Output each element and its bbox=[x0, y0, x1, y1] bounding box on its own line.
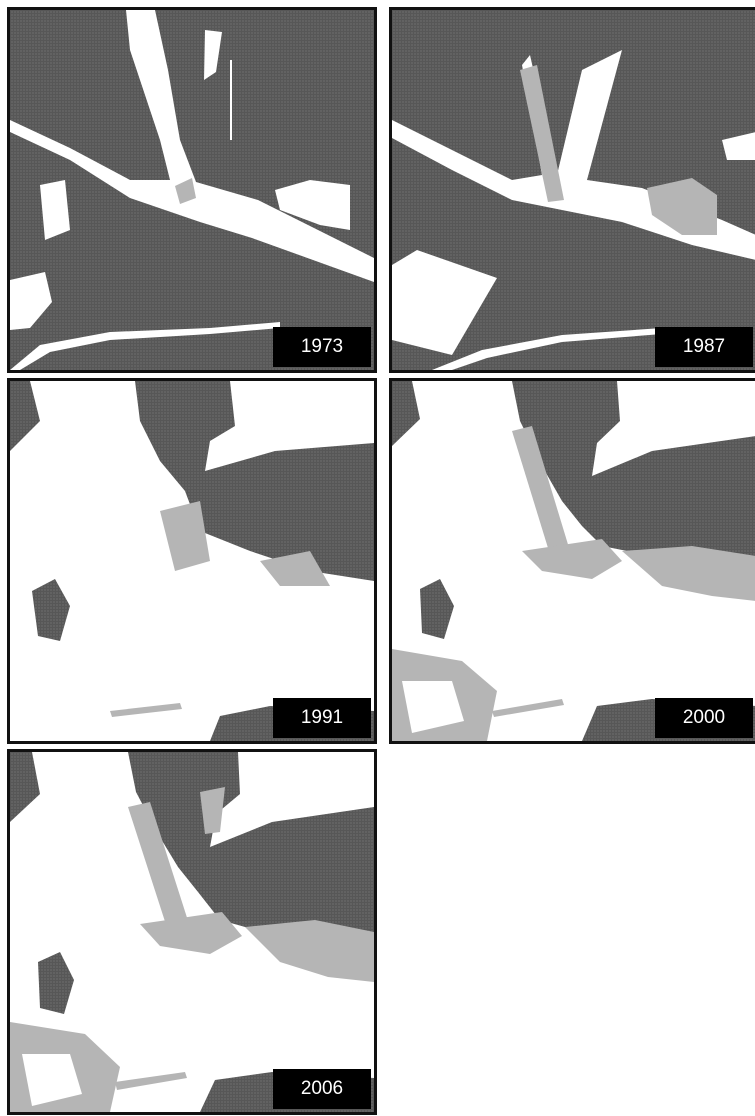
transition-zone bbox=[128, 802, 190, 937]
year-label: 1987 bbox=[655, 327, 753, 367]
transition-zone bbox=[647, 178, 717, 235]
transition-zone bbox=[200, 787, 225, 834]
transition-zone bbox=[140, 912, 242, 954]
river-channel bbox=[10, 10, 374, 282]
water-body bbox=[22, 1054, 82, 1106]
water-body bbox=[402, 681, 464, 733]
water-body bbox=[275, 180, 350, 230]
map-panel-2000: 2000 bbox=[389, 378, 755, 744]
transition-zone bbox=[492, 699, 564, 717]
transition-zone bbox=[260, 551, 330, 586]
year-label: 1973 bbox=[273, 327, 371, 367]
map-panel-2006: 2006 bbox=[7, 749, 377, 1115]
land-area bbox=[38, 952, 74, 1014]
map-1991 bbox=[10, 381, 374, 741]
map-2006 bbox=[10, 752, 374, 1112]
land-area bbox=[32, 579, 70, 641]
transition-zone bbox=[115, 1072, 187, 1090]
land-area bbox=[512, 381, 755, 571]
land-area bbox=[10, 381, 40, 451]
transition-zone bbox=[110, 703, 182, 717]
land-area bbox=[10, 752, 40, 822]
transition-zone bbox=[512, 426, 570, 561]
transition-zone bbox=[160, 501, 210, 571]
transition-zone bbox=[522, 539, 622, 579]
land-area bbox=[420, 579, 454, 639]
water-inlet bbox=[204, 30, 222, 80]
year-label: 1991 bbox=[273, 698, 371, 738]
water-line bbox=[230, 60, 232, 140]
land-area bbox=[128, 752, 374, 952]
map-panel-1973: 1973 bbox=[7, 7, 377, 373]
land-area bbox=[135, 381, 374, 581]
year-label: 2006 bbox=[273, 1069, 371, 1109]
land-area bbox=[392, 381, 420, 446]
river-channel bbox=[10, 322, 280, 370]
water-body bbox=[722, 132, 755, 160]
transition-zone bbox=[622, 546, 755, 601]
transition-zone bbox=[175, 178, 196, 204]
map-panel-1991: 1991 bbox=[7, 378, 377, 744]
map-panel-1987: 1987 bbox=[389, 7, 755, 373]
transition-zone bbox=[245, 920, 374, 982]
transition-zone bbox=[520, 65, 564, 202]
year-label: 2000 bbox=[655, 698, 753, 738]
map-1973 bbox=[10, 10, 374, 370]
water-body bbox=[392, 250, 497, 355]
map-1987 bbox=[392, 10, 755, 370]
map-2000 bbox=[392, 381, 755, 741]
water-body bbox=[10, 272, 52, 330]
river-channel bbox=[432, 328, 662, 370]
water-body bbox=[40, 180, 70, 240]
